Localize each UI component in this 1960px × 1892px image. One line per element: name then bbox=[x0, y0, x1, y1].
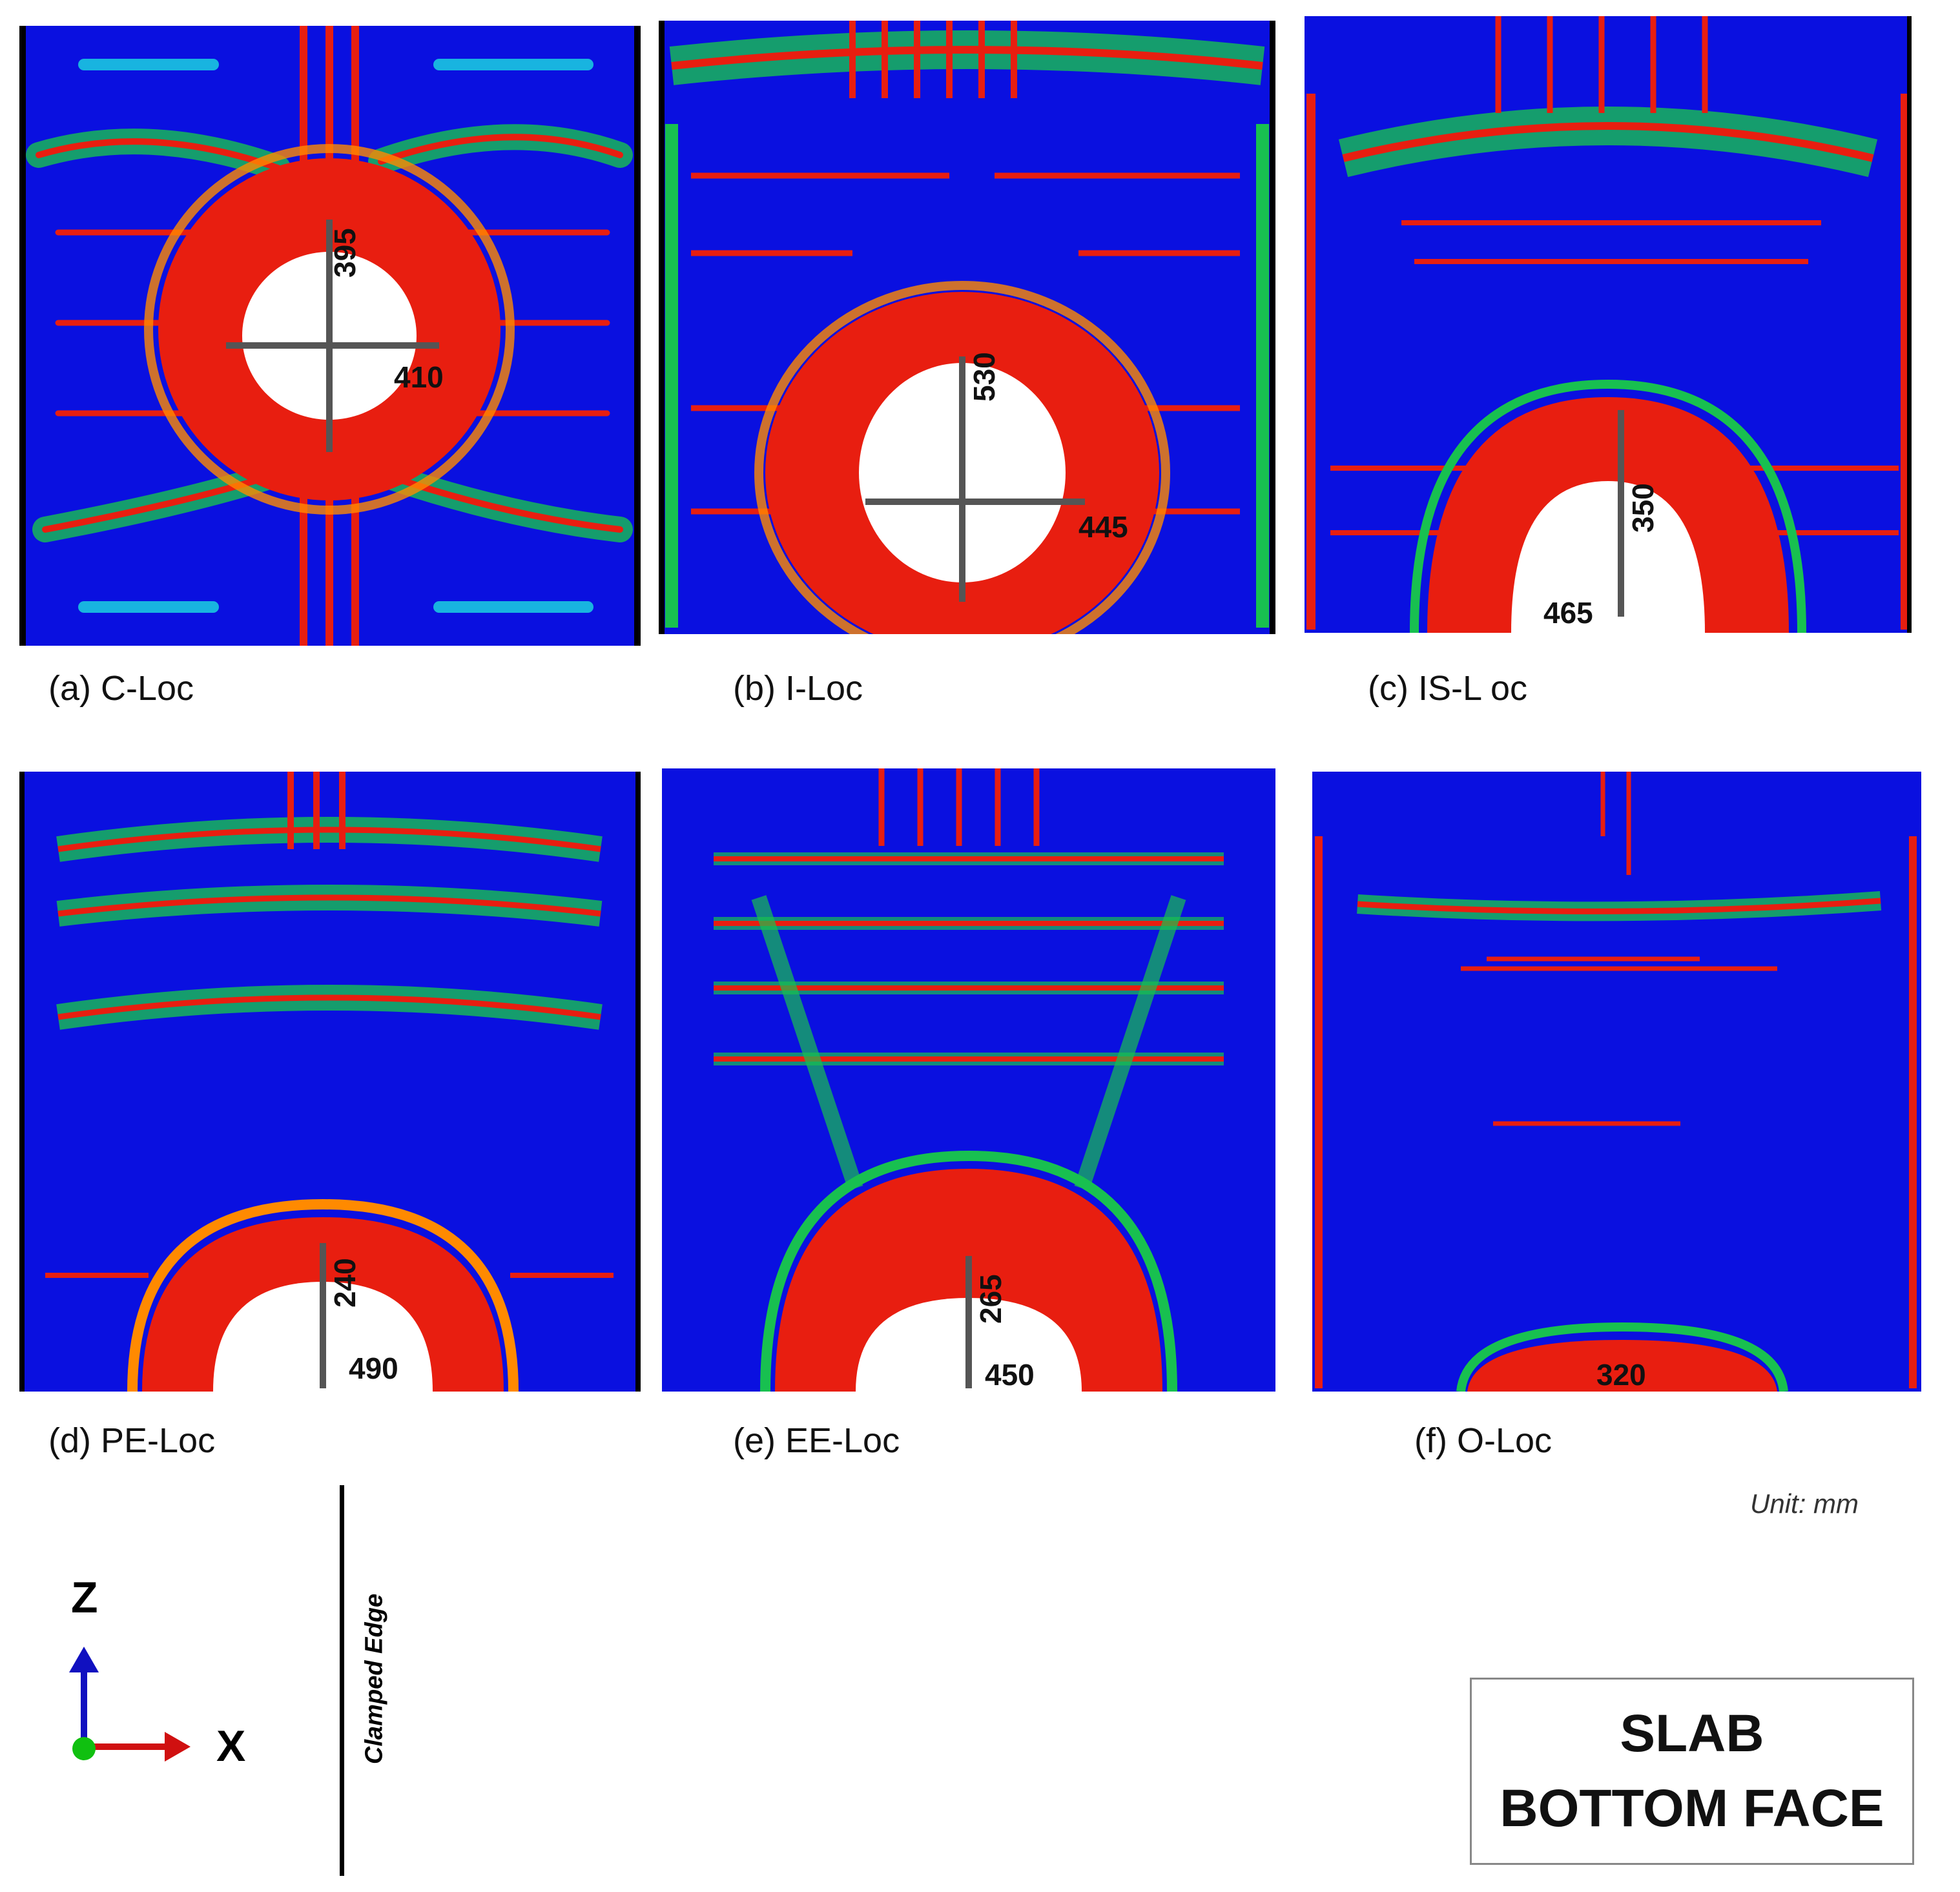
panel-f-svg: 320 bbox=[1315, 772, 1917, 1392]
dim-label-2: 490 bbox=[349, 1352, 398, 1385]
clamped-edge-left bbox=[19, 26, 26, 646]
dimension-arrows bbox=[865, 356, 1085, 602]
x-arrowhead-icon bbox=[165, 1732, 191, 1762]
caption-e: (e) EE-Loc bbox=[733, 1421, 900, 1460]
unit-note: Unit: mm bbox=[1750, 1488, 1859, 1519]
clamped-edge-label: Clamped Edge bbox=[360, 1594, 388, 1764]
clamped-edge-right bbox=[635, 772, 641, 1392]
panel-b-contour: 530 445 bbox=[659, 21, 1275, 634]
panel-c-svg: 350 465 bbox=[1306, 16, 1910, 633]
dim-label-2: 450 bbox=[985, 1358, 1035, 1392]
dim-label-1: 395 bbox=[328, 228, 362, 278]
panel-c-contour: 350 465 bbox=[1305, 16, 1912, 633]
caption-c: (c) IS-L oc bbox=[1368, 669, 1528, 708]
panel-e-contour: 265 450 bbox=[662, 768, 1275, 1392]
crack-pattern bbox=[1315, 772, 1917, 1388]
clamped-edge-right bbox=[634, 26, 641, 646]
dim-label-1: 265 bbox=[974, 1274, 1007, 1324]
clamped-edge-right bbox=[1907, 16, 1912, 633]
crack-pattern bbox=[665, 21, 1269, 628]
panel-e-svg: 265 450 bbox=[714, 768, 1224, 1392]
clamped-edge-right bbox=[1270, 21, 1275, 634]
clamped-edge-left bbox=[19, 772, 25, 1392]
dimension-arrows bbox=[1618, 410, 1624, 617]
panel-f-contour: 320 bbox=[1312, 772, 1921, 1392]
dim-label-1: 350 bbox=[1626, 483, 1660, 533]
dim-label-1: 240 bbox=[328, 1258, 362, 1308]
panel-a-svg: 395 410 bbox=[26, 26, 633, 646]
caption-a: (a) C-Loc bbox=[48, 669, 194, 708]
axis-label-z: Z bbox=[71, 1573, 98, 1622]
crack-pattern bbox=[1306, 16, 1910, 630]
crack-pattern bbox=[45, 772, 614, 1278]
slab-label-line1: SLAB bbox=[1620, 1704, 1764, 1763]
panel-b-svg: 530 445 bbox=[665, 21, 1269, 634]
dim-label-2: 410 bbox=[394, 360, 444, 394]
caption-b: (b) I-Loc bbox=[733, 669, 863, 708]
panel-d-svg: 240 490 bbox=[45, 772, 614, 1392]
caption-f: (f) O-Loc bbox=[1414, 1421, 1553, 1460]
z-arrowhead-icon bbox=[69, 1647, 99, 1672]
axis-triad bbox=[69, 1647, 191, 1762]
dim-label-1: 320 bbox=[1596, 1358, 1646, 1392]
slab-label-line2: BOTTOM FACE bbox=[1500, 1779, 1884, 1838]
caption-d: (d) PE-Loc bbox=[48, 1421, 216, 1460]
dimension-arrows bbox=[965, 1256, 972, 1388]
damage-zone bbox=[1467, 1340, 1777, 1392]
panel-d-contour: 240 490 bbox=[19, 772, 641, 1392]
clamped-edge-left bbox=[659, 21, 665, 634]
clamped-edge-legend-line bbox=[340, 1485, 344, 1876]
dimension-arrows bbox=[320, 1243, 326, 1388]
origin-dot-icon bbox=[72, 1737, 96, 1760]
crack-pattern bbox=[714, 768, 1224, 1191]
panel-a-contour: 395 410 bbox=[19, 26, 641, 646]
dim-label-2: 465 bbox=[1543, 596, 1593, 630]
slab-face-label-box: SLAB BOTTOM FACE bbox=[1470, 1678, 1914, 1865]
dim-label-1: 530 bbox=[967, 352, 1001, 402]
breach-hole bbox=[1511, 481, 1705, 633]
axis-label-x: X bbox=[216, 1722, 246, 1771]
dim-label-2: 445 bbox=[1078, 510, 1128, 544]
dimension-arrows bbox=[226, 220, 439, 452]
